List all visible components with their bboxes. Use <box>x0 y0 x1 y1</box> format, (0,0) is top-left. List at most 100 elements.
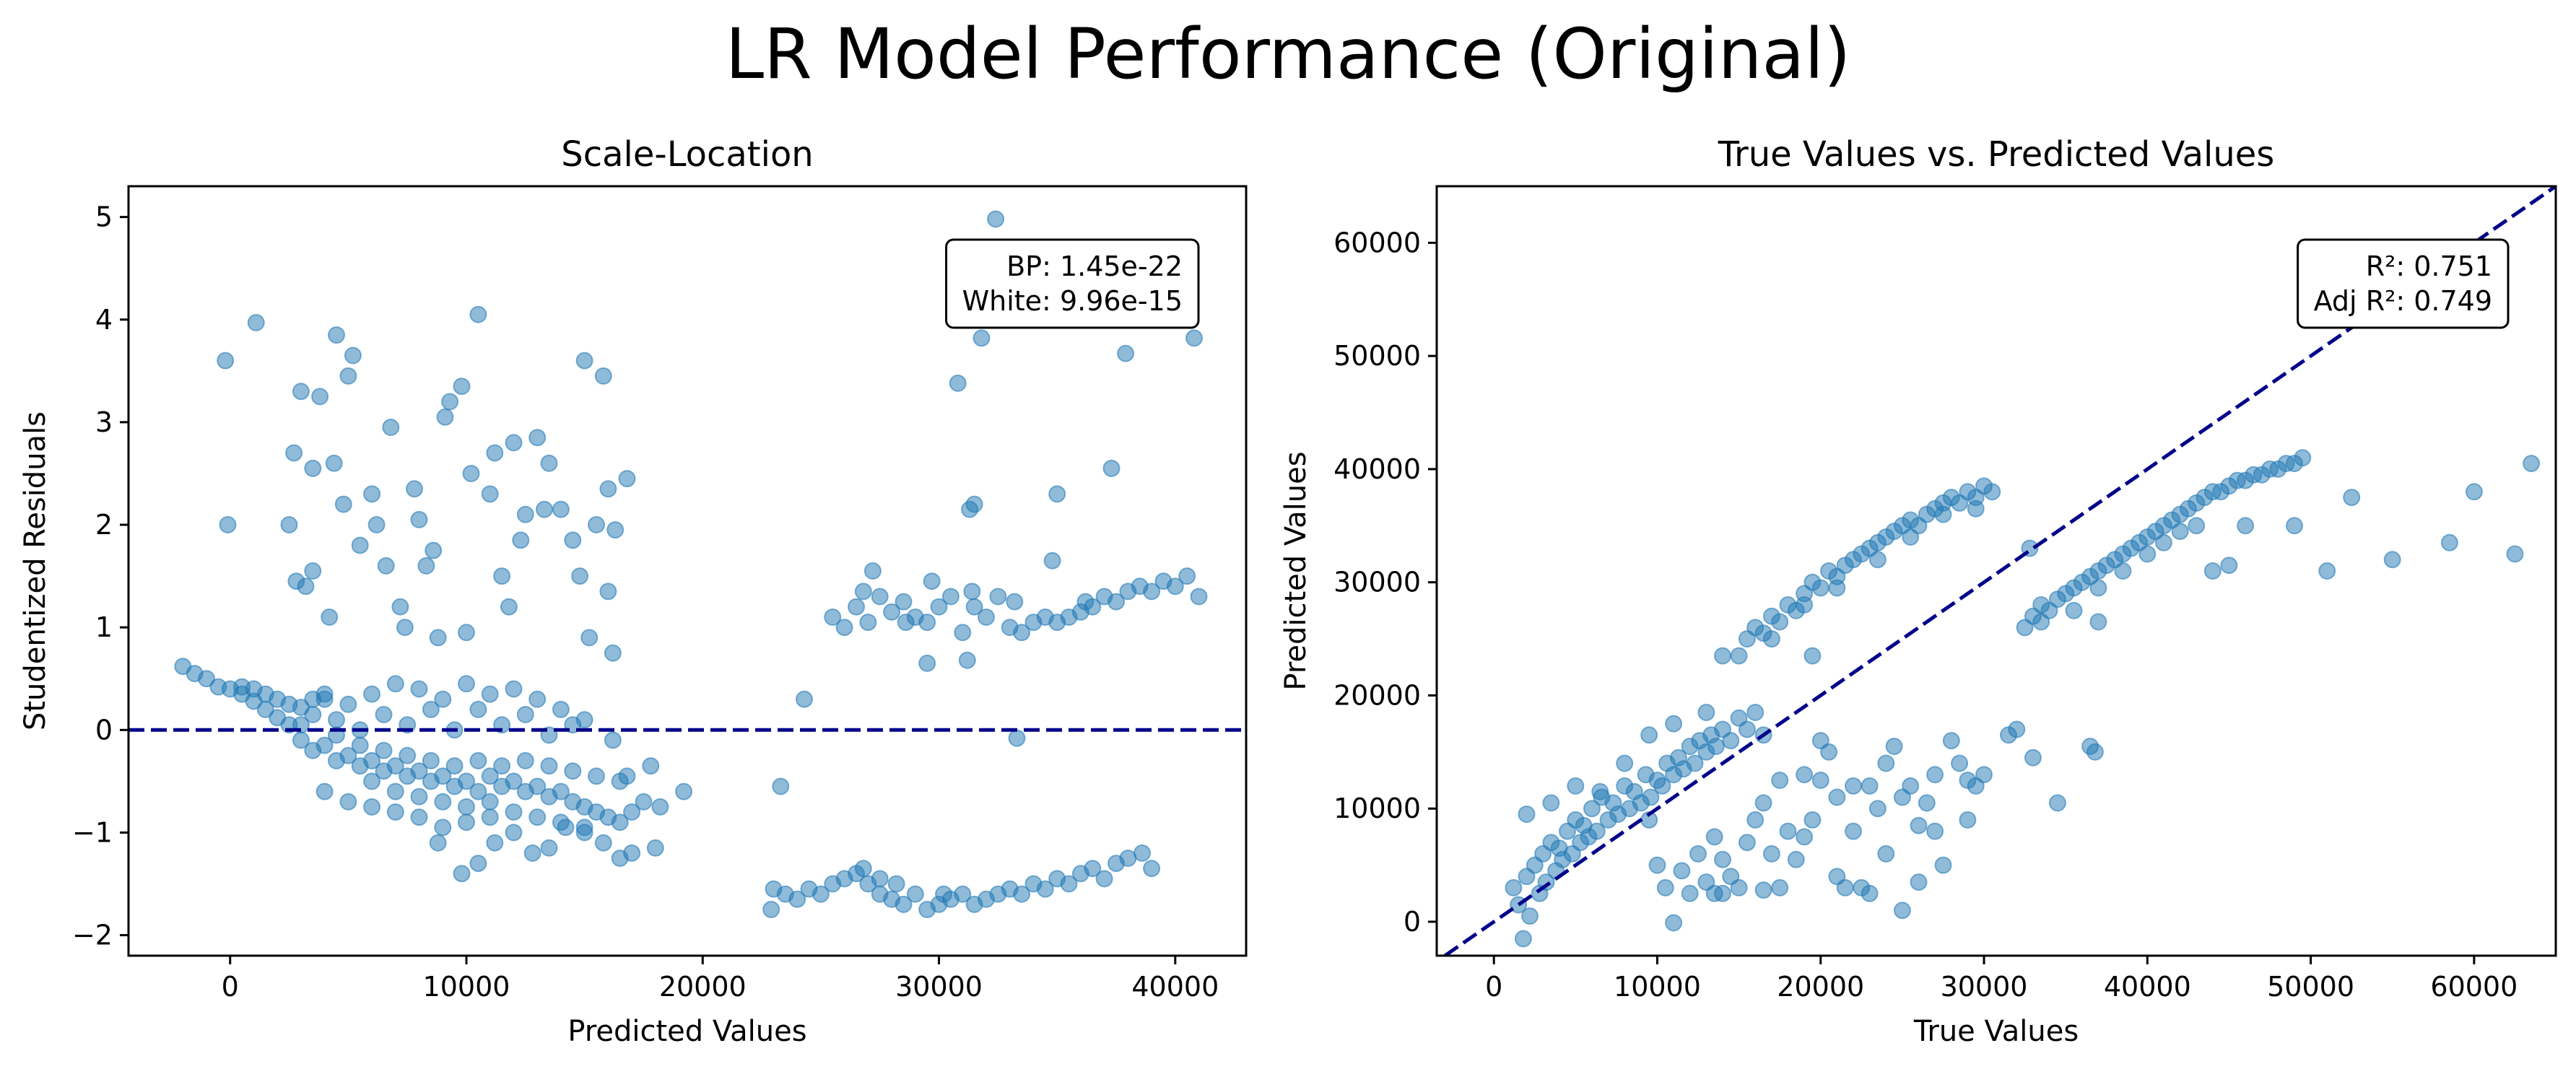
data-point <box>552 813 570 832</box>
data-point <box>2114 562 2132 580</box>
data-point <box>2089 579 2107 597</box>
scale-location-panel: Scale-Location 0 10000 20000 30000 40000 −2 −1 0… <box>19 134 1248 1048</box>
data-point <box>811 885 830 903</box>
data-point <box>505 824 523 842</box>
data-point <box>1013 885 1031 903</box>
data-point <box>897 614 915 632</box>
data-point <box>2506 545 2524 563</box>
data-point <box>1095 870 1113 888</box>
data-point <box>434 690 452 708</box>
data-point <box>618 470 636 488</box>
data-point <box>552 782 570 800</box>
data-point <box>1771 878 1789 896</box>
y-tick-label: 0 <box>95 714 113 746</box>
y-tick-label: 50000 <box>1333 340 1421 372</box>
data-point <box>363 485 381 503</box>
data-point <box>635 793 653 811</box>
data-point <box>1746 704 1765 721</box>
data-point <box>1008 729 1026 747</box>
data-point <box>835 619 853 637</box>
data-point <box>316 782 334 800</box>
annotation-text: Adj R²: 0.749 <box>2314 285 2492 317</box>
data-point <box>469 305 487 323</box>
data-point <box>1762 630 1780 648</box>
y-tick-label: 0 <box>1404 906 1421 938</box>
data-point <box>1885 738 1903 755</box>
data-point <box>285 444 303 462</box>
data-point <box>571 567 589 585</box>
data-point <box>516 706 534 723</box>
data-point <box>292 699 310 716</box>
data-point <box>978 608 995 626</box>
data-point <box>1942 732 1960 750</box>
data-point <box>588 516 605 533</box>
data-point <box>958 651 976 669</box>
data-point <box>954 624 972 642</box>
x-tick-label: 0 <box>222 971 239 1003</box>
data-point <box>1951 754 1969 772</box>
data-point <box>1084 860 1102 878</box>
data-point <box>1689 845 1707 863</box>
data-point <box>1616 754 1634 772</box>
data-point <box>1796 828 1814 846</box>
data-point <box>1714 850 1731 868</box>
data-point <box>2188 517 2206 535</box>
data-point <box>796 690 813 708</box>
data-point <box>505 803 523 821</box>
data-point <box>1893 902 1911 920</box>
data-point <box>580 629 599 647</box>
data-point <box>1006 593 1024 611</box>
data-point <box>2065 601 2083 619</box>
data-point <box>469 855 487 873</box>
data-point <box>1926 766 1944 784</box>
data-point <box>493 567 511 585</box>
data-point <box>848 598 865 616</box>
data-point <box>1567 777 1585 795</box>
data-point <box>1588 822 1606 840</box>
data-point <box>422 751 440 769</box>
y-tick-label: 4 <box>95 304 113 336</box>
data-point <box>481 685 499 703</box>
data-point <box>1697 704 1715 721</box>
data-point <box>500 598 518 616</box>
data-point <box>458 798 475 816</box>
data-point <box>434 767 452 785</box>
data-point <box>1779 822 1797 840</box>
x-axis-label: Predicted Values <box>567 1015 806 1048</box>
data-point <box>989 588 1007 606</box>
data-point <box>219 516 237 533</box>
data-point <box>1722 732 1740 750</box>
data-point <box>2465 483 2483 501</box>
y-tick-label: 3 <box>95 406 113 438</box>
data-point <box>391 598 409 616</box>
data-point <box>1771 772 1789 789</box>
data-point <box>406 480 423 498</box>
data-point <box>367 516 386 533</box>
data-point <box>1514 930 1532 948</box>
data-point <box>675 782 693 800</box>
data-point <box>386 782 404 800</box>
data-point <box>623 844 641 862</box>
annotation-frame <box>945 238 1200 329</box>
data-point <box>552 700 570 718</box>
data-point <box>1902 528 1920 546</box>
data-point <box>2294 449 2312 467</box>
x-tick-label: 10000 <box>1614 971 1701 1003</box>
data-point <box>1771 613 1789 631</box>
data-point <box>599 480 617 498</box>
data-points <box>1505 449 2541 948</box>
data-point <box>458 772 475 790</box>
data-point <box>575 352 593 370</box>
y-tick-label: −1 <box>72 816 113 848</box>
data-point <box>382 419 400 436</box>
y-tick-label: 2 <box>95 509 113 541</box>
data-point <box>1653 777 1671 795</box>
data-point <box>1648 856 1666 874</box>
y-tick-label: 40000 <box>1333 453 1421 485</box>
data-point <box>1868 800 1887 818</box>
data-point <box>941 588 960 606</box>
data-point <box>642 757 660 775</box>
data-point <box>217 352 235 370</box>
